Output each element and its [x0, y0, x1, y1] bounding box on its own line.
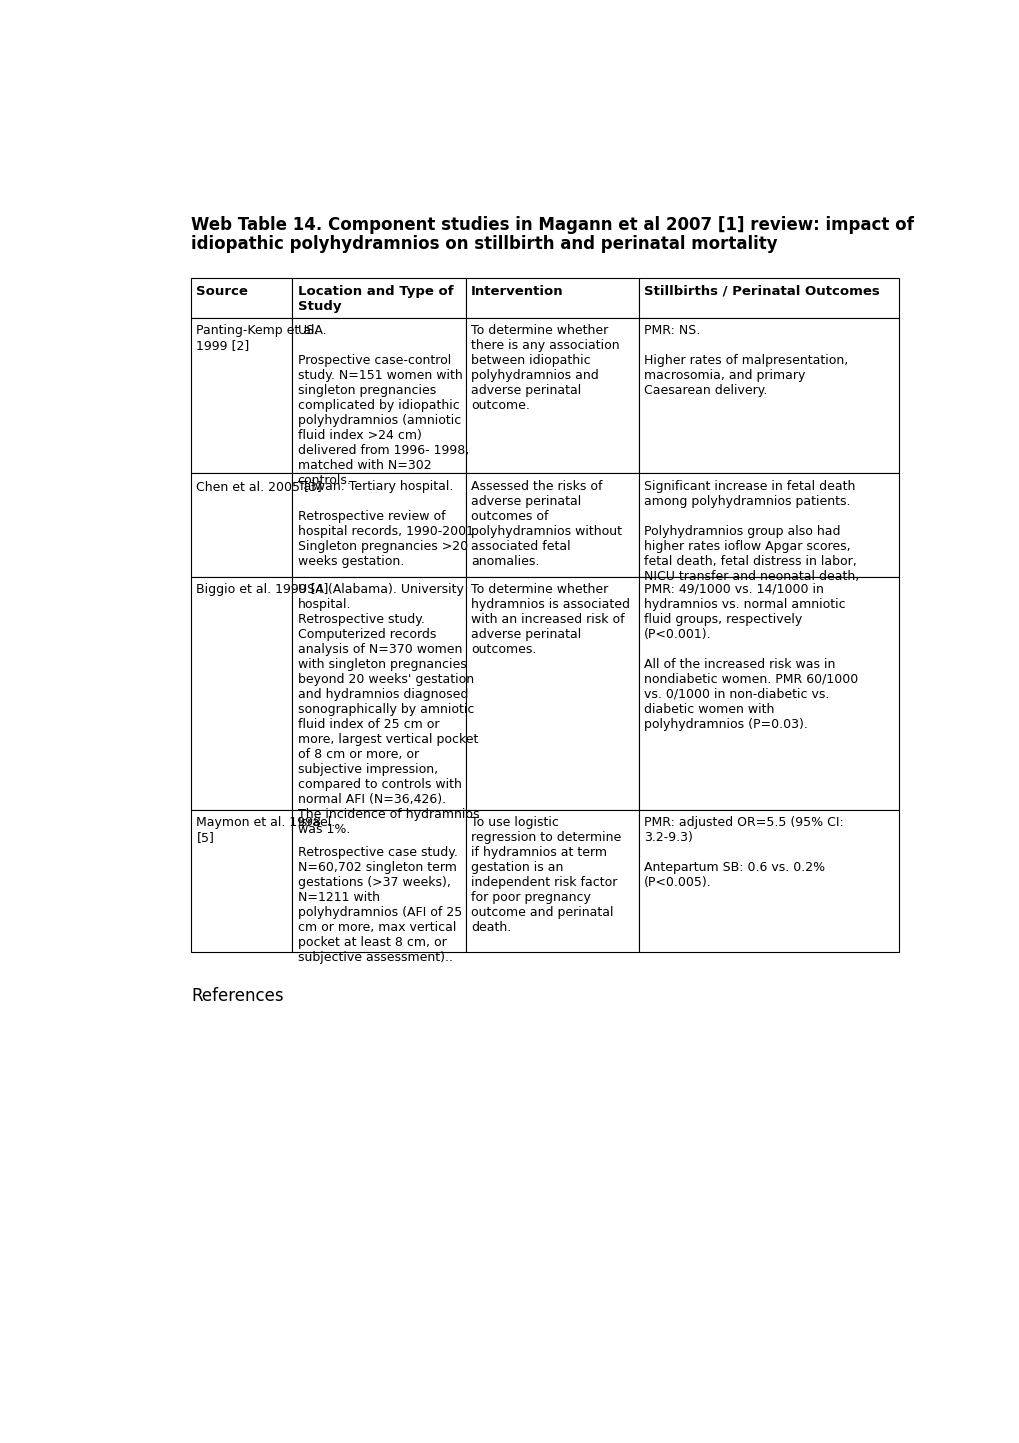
Text: USA.

Prospective case-control
study. N=151 women with
singleton pregnancies
com: USA. Prospective case-control study. N=1…	[298, 325, 469, 488]
Text: Intervention: Intervention	[471, 284, 564, 297]
Bar	[191, 278, 292, 317]
Bar	[191, 810, 292, 952]
Bar	[292, 473, 465, 577]
Bar	[292, 278, 465, 317]
Bar	[465, 810, 638, 952]
Text: PMR: 49/1000 vs. 14/1000 in
hydramnios vs. normal amniotic
fluid groups, respect: PMR: 49/1000 vs. 14/1000 in hydramnios v…	[644, 583, 858, 730]
Text: Chen et al. 2005 [3]: Chen et al. 2005 [3]	[197, 479, 322, 492]
Bar	[292, 577, 465, 810]
Text: Web Table 14. Component studies in Magann et al 2007 [1] review: impact of: Web Table 14. Component studies in Magan…	[191, 215, 913, 234]
Bar	[638, 577, 898, 810]
Text: Location and Type of
Study: Location and Type of Study	[298, 284, 452, 313]
Text: PMR: NS.

Higher rates of malpresentation,
macrosomia, and primary
Caesarean del: PMR: NS. Higher rates of malpresentation…	[644, 325, 848, 397]
Text: Significant increase in fetal death
among polyhydramnios patients.

Polyhydramni: Significant increase in fetal death amon…	[644, 479, 859, 583]
Text: Maymon et al. 1998
[5]: Maymon et al. 1998 [5]	[197, 817, 321, 844]
Bar	[465, 473, 638, 577]
Bar	[191, 317, 292, 473]
Text: Biggio et al. 1999 [4]: Biggio et al. 1999 [4]	[197, 583, 328, 596]
Text: PMR: adjusted OR=5.5 (95% CI:
3.2-9.3)

Antepartum SB: 0.6 vs. 0.2%
(P<0.005).: PMR: adjusted OR=5.5 (95% CI: 3.2-9.3) A…	[644, 817, 844, 889]
Text: To determine whether
hydramnios is associated
with an increased risk of
adverse : To determine whether hydramnios is assoc…	[471, 583, 630, 655]
Text: References: References	[191, 987, 283, 1004]
Text: Panting-Kemp et al.
1999 [2]: Panting-Kemp et al. 1999 [2]	[197, 325, 319, 352]
Bar	[638, 473, 898, 577]
Bar	[292, 810, 465, 952]
Bar	[465, 577, 638, 810]
Bar	[638, 317, 898, 473]
Text: USA (Alabama). University
hospital.
Retrospective study.
Computerized records
an: USA (Alabama). University hospital. Retr…	[298, 583, 479, 835]
Bar	[191, 473, 292, 577]
Bar	[638, 810, 898, 952]
Bar	[465, 278, 638, 317]
Bar	[638, 278, 898, 317]
Text: Taiwan. Tertiary hospital.

Retrospective review of
hospital records, 1990-2001.: Taiwan. Tertiary hospital. Retrospective…	[298, 479, 477, 567]
Text: Stillbirths / Perinatal Outcomes: Stillbirths / Perinatal Outcomes	[644, 284, 879, 297]
Bar	[465, 317, 638, 473]
Text: To use logistic
regression to determine
if hydramnios at term
gestation is an
in: To use logistic regression to determine …	[471, 817, 621, 934]
Bar	[292, 317, 465, 473]
Text: Source: Source	[197, 284, 248, 297]
Bar	[191, 577, 292, 810]
Text: Israel.

Retrospective case study.
N=60,702 singleton term
gestations (>37 weeks: Israel. Retrospective case study. N=60,7…	[298, 817, 462, 964]
Text: To determine whether
there is any association
between idiopathic
polyhydramnios : To determine whether there is any associ…	[471, 325, 619, 413]
Text: idiopathic polyhydramnios on stillbirth and perinatal mortality: idiopathic polyhydramnios on stillbirth …	[191, 235, 776, 253]
Text: Assessed the risks of
adverse perinatal
outcomes of
polyhydramnios without
assoc: Assessed the risks of adverse perinatal …	[471, 479, 622, 567]
